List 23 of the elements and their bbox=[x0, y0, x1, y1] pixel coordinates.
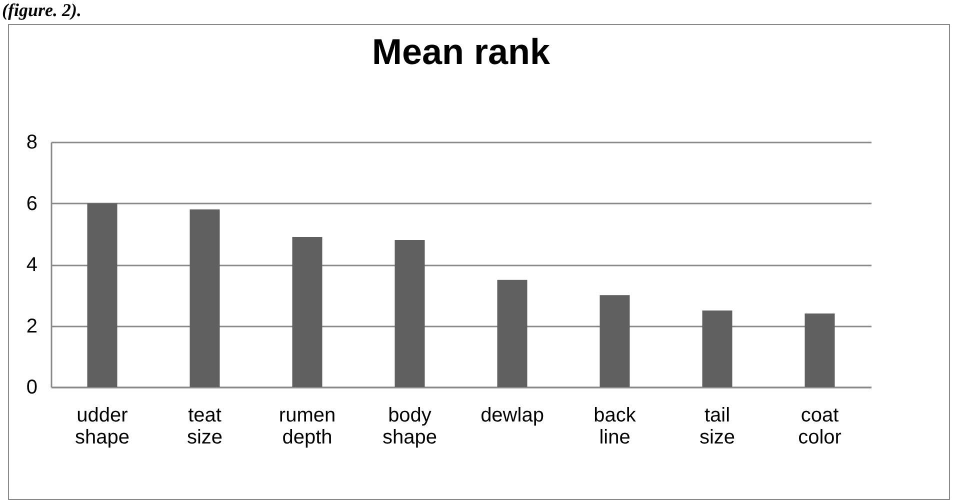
y-tick-label: 2 bbox=[26, 315, 38, 338]
x-tick-label: udder shape bbox=[75, 404, 130, 448]
x-tick-label: body shape bbox=[382, 404, 437, 448]
y-tick-label: 8 bbox=[26, 132, 38, 154]
bar bbox=[804, 314, 835, 387]
bar bbox=[87, 203, 118, 387]
x-tick-label: rumen depth bbox=[278, 404, 336, 448]
x-tick-label: back line bbox=[594, 404, 637, 448]
y-tick-label: 6 bbox=[26, 192, 38, 215]
x-tick-label: coat color bbox=[798, 404, 842, 448]
y-tick-label: 0 bbox=[26, 376, 38, 398]
bar bbox=[190, 209, 220, 387]
y-tick-label: 4 bbox=[26, 254, 38, 276]
bar bbox=[702, 310, 732, 387]
bar bbox=[497, 280, 528, 387]
bar bbox=[600, 295, 630, 387]
chart-title: Mean rank bbox=[372, 31, 552, 72]
bar bbox=[394, 240, 425, 387]
text: (figure. 2). bbox=[2, 0, 82, 21]
x-tick-label: teat size bbox=[186, 404, 223, 448]
bar bbox=[292, 236, 322, 387]
x-tick-label: dewlap bbox=[480, 404, 544, 426]
x-tick-label: tail size bbox=[699, 404, 736, 448]
